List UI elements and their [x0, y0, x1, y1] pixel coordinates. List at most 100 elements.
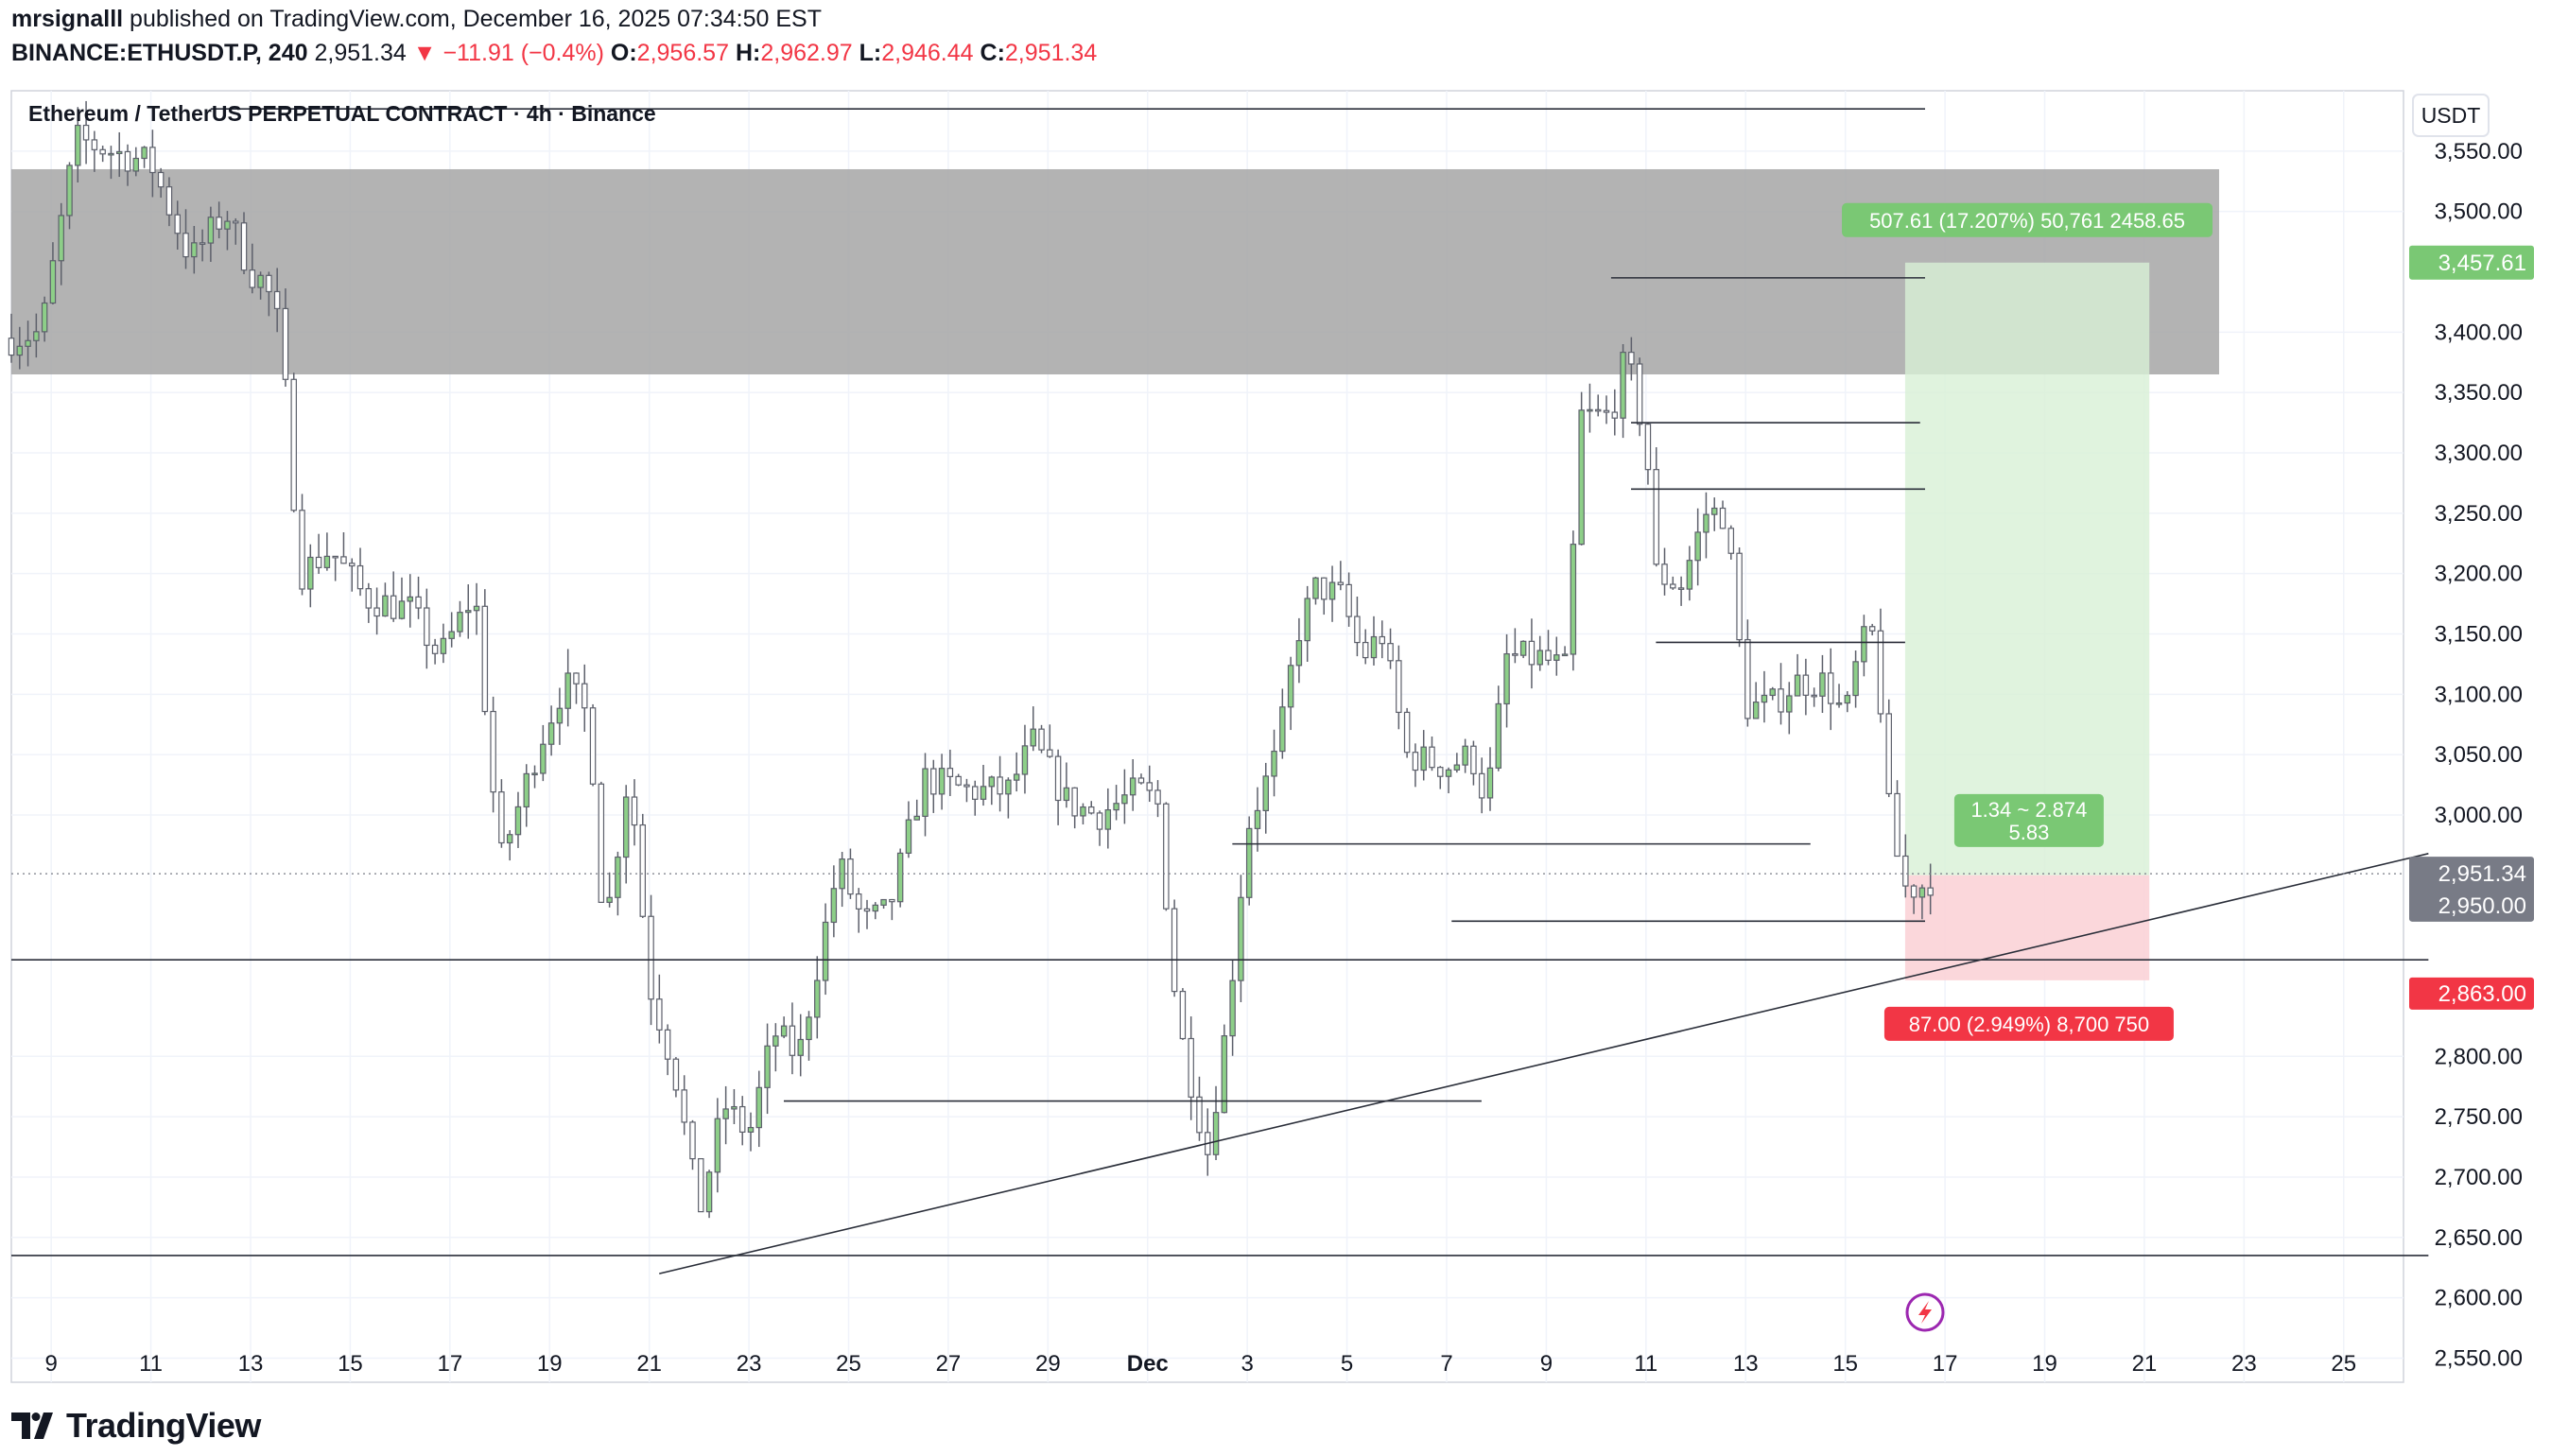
- candle: [332, 555, 338, 581]
- candle-body-down: [863, 908, 871, 912]
- candle-body-up: [66, 165, 73, 217]
- candle-body-down: [1927, 887, 1934, 896]
- candle: [99, 146, 106, 163]
- candle-body-up: [988, 776, 996, 788]
- candle: [249, 243, 256, 294]
- candle-body-up: [1420, 746, 1427, 771]
- candle: [1636, 357, 1643, 437]
- candle-body-up: [457, 612, 463, 633]
- candle-body-down: [1811, 694, 1817, 698]
- candle: [1719, 500, 1727, 529]
- x-tick-label: 11: [139, 1351, 163, 1377]
- candle-body-down: [681, 1089, 687, 1123]
- candle-body-up: [1063, 787, 1070, 802]
- candle-body-up: [1686, 560, 1693, 590]
- candle: [1038, 724, 1045, 754]
- candle-body-up: [772, 1035, 779, 1047]
- candle-body-down: [971, 786, 979, 800]
- x-tick-label: 25: [2331, 1351, 2356, 1377]
- candle-body-up: [1005, 779, 1012, 795]
- candle-body-up: [448, 631, 455, 639]
- y-tick-label: 3,100.00: [2435, 682, 2523, 707]
- author-name[interactable]: mrsignalll: [11, 6, 124, 32]
- candle-body-up: [1295, 640, 1303, 667]
- candle-body-down: [1528, 640, 1536, 666]
- candle: [1644, 423, 1652, 485]
- candle: [1710, 497, 1718, 531]
- candle: [132, 147, 140, 177]
- candle: [1420, 730, 1427, 781]
- x-tick-label: 17: [1933, 1351, 1958, 1377]
- candle: [33, 313, 40, 358]
- target-price-tag: 3,457.61: [2409, 245, 2534, 280]
- candle-body-down: [1196, 1096, 1203, 1134]
- candle: [240, 212, 248, 275]
- candle-body-up: [714, 1118, 721, 1173]
- candle-body-down: [1744, 638, 1751, 719]
- candle: [622, 785, 630, 884]
- candle-body-down: [855, 893, 862, 910]
- candle-body-up: [806, 1016, 812, 1041]
- candle-body-down: [1478, 772, 1485, 799]
- candle: [1229, 960, 1236, 1056]
- candle: [988, 775, 996, 806]
- currency-label: USDT: [2421, 103, 2481, 128]
- candle-body-up: [1570, 544, 1577, 655]
- candle-body-up: [922, 768, 928, 817]
- candle: [598, 781, 605, 903]
- candle: [1146, 765, 1153, 803]
- candle-body-down: [91, 139, 98, 150]
- candle: [1611, 389, 1619, 436]
- x-tick-label: 13: [238, 1351, 264, 1377]
- candle-body-up: [938, 768, 946, 795]
- candle: [1910, 884, 1918, 914]
- price-axis[interactable]: 3,550.00 3,500.00 3,400.00 3,350.00 3,300.00…: [2409, 139, 2534, 1372]
- candle: [747, 1112, 755, 1152]
- x-tick-label: 5: [1341, 1351, 1353, 1377]
- candle: [257, 271, 264, 300]
- stop-label: 87.00 (2.949%) 8,700 750: [1883, 1006, 2174, 1041]
- candle: [1254, 787, 1261, 852]
- candle-body-down: [1146, 782, 1153, 791]
- candle-body-up: [1445, 769, 1452, 777]
- candle-body-up: [1080, 806, 1086, 817]
- x-tick-label: 25: [836, 1351, 861, 1377]
- candle: [639, 813, 647, 918]
- candle: [1828, 648, 1834, 731]
- candle: [1744, 619, 1751, 727]
- candle: [1188, 1016, 1194, 1120]
- price-chart[interactable]: 507.61 (17.207%) 50,761 2458.65 1.34 ~ 2.…: [0, 76, 2551, 1399]
- candle-body-down: [1396, 660, 1402, 714]
- candle-body-up: [1212, 1112, 1220, 1155]
- candle-body-up: [33, 331, 40, 341]
- candle-body-up: [1694, 531, 1701, 562]
- candle: [1802, 658, 1810, 716]
- time-axis[interactable]: 9 11 13 15 17 19 21 23 25 27 29 Dec 3 5 7 9 11 13 15 17 19 21…: [44, 1351, 2356, 1377]
- candle-body-up: [1229, 979, 1236, 1037]
- candle: [1453, 753, 1461, 773]
- candle-body-down: [249, 269, 256, 288]
- candle-body-down: [1778, 688, 1784, 713]
- candle-body-down: [1512, 652, 1518, 656]
- trendline: [659, 853, 2429, 1274]
- candle: [490, 696, 496, 813]
- candle: [365, 582, 373, 623]
- candle: [1113, 785, 1119, 821]
- y-tick-label: 2,700.00: [2435, 1165, 2523, 1190]
- candle-body-down: [1910, 885, 1918, 898]
- x-tick-label: 23: [2231, 1351, 2257, 1377]
- candle: [273, 268, 281, 333]
- candle-body-up: [1519, 640, 1527, 656]
- candle: [656, 974, 663, 1044]
- lightning-icon[interactable]: [1905, 1292, 1945, 1332]
- candle-body-down: [656, 998, 663, 1031]
- candle: [1578, 391, 1585, 546]
- currency-button[interactable]: USDT: [2412, 94, 2490, 137]
- y-tick-label: 3,500.00: [2435, 199, 2523, 225]
- candle: [1536, 635, 1543, 671]
- stop-label-bg: [1883, 1006, 2174, 1041]
- candle: [424, 588, 430, 669]
- y-tick-label: 3,200.00: [2435, 562, 2523, 587]
- candle: [174, 200, 181, 251]
- candle: [930, 759, 937, 813]
